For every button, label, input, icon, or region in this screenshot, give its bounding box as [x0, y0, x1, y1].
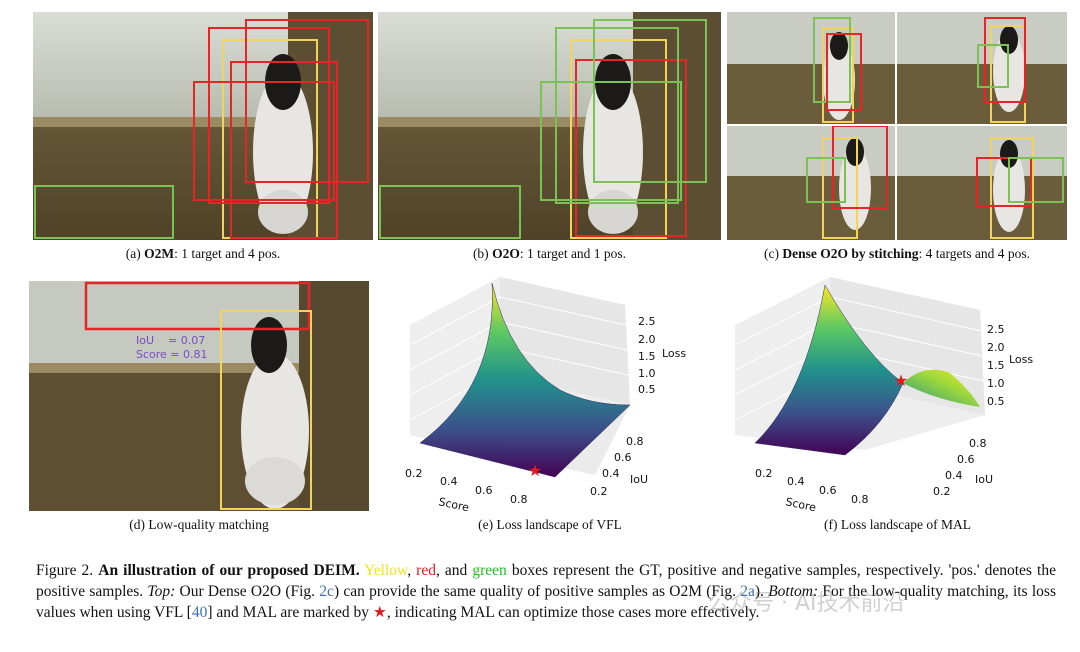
mal-z-axis: 0.5 1.0 1.5 2.0 2.5 Loss	[987, 323, 1033, 408]
mal-z-tick: 1.5	[987, 359, 1005, 372]
vfl-z-tick: 2.5	[638, 315, 656, 328]
mal-y-tick: 0.4	[945, 469, 963, 482]
mal-x-axis: 0.2 0.4 0.6 0.8 Score	[755, 467, 869, 514]
tile-top-right	[897, 12, 1067, 124]
mal-z-tick: 1.0	[987, 377, 1005, 390]
bottom-label: Bottom:	[768, 583, 819, 600]
vfl-x-axis: 0.2 0.4 0.6 0.8 Score	[405, 467, 528, 514]
panel-b-scene	[378, 12, 721, 240]
vfl-x-tick: 0.6	[475, 484, 493, 497]
vfl-x-tick: 0.8	[510, 493, 528, 506]
mal-y-tick: 0.6	[957, 453, 975, 466]
panel-d-image	[29, 281, 369, 511]
mal-z-tick: 0.5	[987, 395, 1005, 408]
vfl-x-label: Score	[437, 495, 470, 514]
vfl-y-tick: 0.4	[602, 467, 620, 480]
figure-caption: Figure 2. An illustration of our propose…	[36, 562, 1056, 621]
tile-bottom-right	[897, 126, 1067, 240]
box-gt	[570, 39, 667, 239]
vfl-z-axis: 0.5 1.0 1.5 2.0 2.5 Loss	[638, 315, 686, 396]
tile-bottom-left	[727, 125, 895, 240]
word-yellow: Yellow	[364, 562, 408, 579]
mal-surface-ridge	[903, 369, 980, 407]
box-negative-low-quality	[84, 281, 311, 331]
box-positive-1	[208, 27, 330, 204]
mal-y-axis: 0.2 0.4 0.6 0.8 IoU	[933, 437, 993, 498]
box-gt	[220, 310, 312, 510]
mal-z-tick: 2.5	[987, 323, 1005, 336]
ref-40[interactable]: 40	[191, 604, 208, 621]
panel-c-scene	[727, 12, 1067, 240]
box-positive-3	[193, 81, 335, 201]
vfl-z-tick: 1.5	[638, 350, 656, 363]
panel-a-image	[33, 12, 373, 240]
box-negative-3	[540, 81, 682, 201]
word-red: red	[416, 562, 436, 579]
mal-surface-patch	[754, 284, 904, 456]
panel-c-caption: (c) Dense O2O by stitching: 4 targets an…	[764, 246, 1030, 261]
vfl-surface-patch	[419, 282, 631, 478]
mal-x-tick: 0.8	[851, 493, 869, 506]
vfl-z-tick: 2.0	[638, 333, 656, 346]
figure-title: An illustration of our proposed DEIM.	[98, 562, 360, 579]
mal-x-tick: 0.6	[819, 484, 837, 497]
box-positive-4	[230, 61, 338, 239]
panel-e-plot: ★ 0.5 1.0 1.5 2.0 2.5 Loss 0.2 0.4 0.6 0…	[380, 265, 720, 515]
iou-label: IoU = 0.07	[136, 334, 206, 347]
mal-x-tick: 0.4	[787, 475, 805, 488]
vfl-z-tick: 0.5	[638, 383, 656, 396]
vfl-y-tick: 0.2	[590, 485, 608, 498]
box-negative-4	[379, 185, 521, 239]
star-icon: ★	[372, 604, 387, 621]
vfl-z-label: Loss	[662, 347, 686, 360]
vfl-x-tick: 0.4	[440, 475, 458, 488]
vfl-z-tick: 1.0	[638, 367, 656, 380]
vfl-star-marker: ★	[528, 463, 542, 480]
panel-f-plot: ★ 0.5 1.0 1.5 2.0 2.5 Loss 0.2 0.4 0.6 0…	[725, 265, 1070, 515]
box-positive	[575, 59, 687, 237]
mal-y-tick: 0.2	[933, 485, 951, 498]
vfl-surface: ★ 0.5 1.0 1.5 2.0 2.5 Loss 0.2 0.4 0.6 0…	[405, 277, 686, 514]
mal-x-tick: 0.2	[755, 467, 773, 480]
panel-d-caption: (d) Low-quality matching	[129, 517, 269, 532]
ref-fig-2a[interactable]: 2a	[740, 583, 755, 600]
mal-z-tick: 2.0	[987, 341, 1005, 354]
panel-d-scene	[29, 281, 369, 511]
panel-b-image	[378, 12, 721, 240]
box-positive-2	[245, 19, 369, 183]
mal-star-marker: ★	[894, 373, 908, 390]
vfl-y-tick: 0.8	[626, 435, 644, 448]
tile-top-left	[727, 12, 895, 124]
mal-x-label: Score	[784, 495, 817, 514]
box-negative-2	[593, 19, 707, 183]
vfl-x-tick: 0.2	[405, 467, 423, 480]
box-negative-1	[555, 27, 679, 204]
panel-b-caption: (b) O2O: 1 target and 1 pos.	[472, 246, 627, 261]
panel-c-image	[727, 12, 1067, 240]
panel-f-caption: (f) Loss landscape of MAL	[824, 517, 971, 532]
top-label: Top:	[147, 583, 176, 600]
vfl-y-axis: 0.2 0.4 0.6 0.8 IoU	[590, 435, 648, 498]
word-green: green	[472, 562, 507, 579]
ref-fig-2c[interactable]: 2c	[319, 583, 334, 600]
vfl-y-tick: 0.6	[614, 451, 632, 464]
mal-y-label: IoU	[975, 473, 993, 486]
panel-a-caption: (a) O2M: 1 target and 4 pos.	[125, 246, 281, 261]
mal-y-tick: 0.8	[969, 437, 987, 450]
figure-label: Figure 2.	[36, 562, 99, 579]
score-label: Score = 0.81	[136, 348, 208, 361]
vfl-y-label: IoU	[630, 473, 648, 486]
mal-surface: ★ 0.5 1.0 1.5 2.0 2.5 Loss 0.2 0.4 0.6 0…	[734, 277, 1033, 514]
panel-e-caption: (e) Loss landscape of VFL	[478, 517, 622, 532]
mal-z-label: Loss	[1009, 353, 1033, 366]
panel-a-scene	[33, 12, 373, 240]
box-negative	[34, 185, 174, 239]
